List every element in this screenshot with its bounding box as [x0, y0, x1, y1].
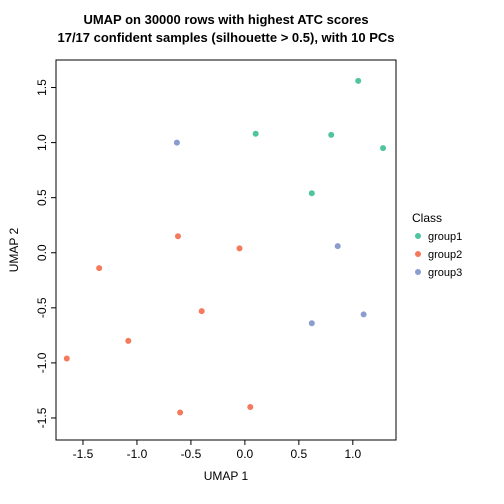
- legend-item-label: group2: [428, 249, 462, 261]
- legend-title: Class: [412, 211, 442, 225]
- data-point: [361, 311, 367, 317]
- y-tick-label: -0.5: [35, 297, 49, 318]
- y-tick-label: 1.0: [35, 134, 49, 151]
- chart-title-line1: UMAP on 30000 rows with highest ATC scor…: [83, 12, 368, 27]
- data-point: [309, 190, 315, 196]
- y-tick-label: 0.0: [35, 244, 49, 261]
- data-point: [174, 140, 180, 146]
- y-tick-label: 1.5: [35, 79, 49, 96]
- x-tick-label: -1.5: [73, 447, 94, 461]
- legend-swatch: [415, 233, 421, 239]
- data-point: [247, 404, 253, 410]
- legend-item-label: group3: [428, 267, 462, 279]
- data-point: [125, 338, 131, 344]
- y-axis-label: UMAP 2: [7, 227, 21, 272]
- y-tick-label: -1.0: [35, 352, 49, 373]
- data-point: [309, 320, 315, 326]
- data-point: [236, 245, 242, 251]
- legend-swatch: [415, 269, 421, 275]
- x-tick-label: 1.0: [344, 447, 361, 461]
- data-point: [380, 145, 386, 151]
- legend-swatch: [415, 251, 421, 257]
- data-point: [328, 132, 334, 138]
- x-tick-label: 0.5: [291, 447, 308, 461]
- data-point: [175, 233, 181, 239]
- y-tick-label: -1.5: [35, 407, 49, 428]
- data-point: [96, 265, 102, 271]
- chart-title-line2: 17/17 confident samples (silhouette > 0.…: [57, 30, 394, 45]
- x-tick-label: -1.0: [127, 447, 148, 461]
- y-tick-label: 0.5: [35, 189, 49, 206]
- data-point: [177, 409, 183, 415]
- x-tick-label: 0.0: [237, 447, 254, 461]
- data-point: [355, 78, 361, 84]
- data-point: [253, 131, 259, 137]
- data-point: [335, 243, 341, 249]
- legend-item-label: group1: [428, 231, 462, 243]
- data-point: [199, 308, 205, 314]
- x-tick-label: -0.5: [181, 447, 202, 461]
- scatter-chart: UMAP on 30000 rows with highest ATC scor…: [0, 0, 504, 504]
- data-point: [64, 355, 70, 361]
- x-axis-label: UMAP 1: [204, 469, 249, 483]
